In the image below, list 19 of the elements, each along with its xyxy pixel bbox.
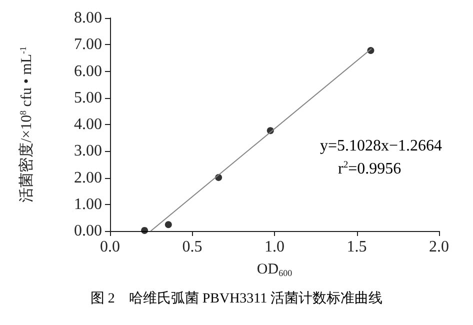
- x-tick-label: 0.5: [182, 238, 202, 256]
- y-tick-label: 8.00: [74, 10, 102, 26]
- x-tick-label: 2.0: [429, 238, 449, 256]
- y-tick-label: 2.00: [74, 169, 102, 186]
- caption: 图 2 哈维氏弧菌 PBVH3311 活菌计数标准曲线: [90, 290, 383, 306]
- y-tick-label: 5.00: [74, 89, 102, 106]
- y-tick-label: 7.00: [74, 36, 102, 54]
- y-axis-title: 活菌密度/×108 cfu • mL-1: [18, 46, 35, 203]
- y-tick-label: 1.00: [74, 196, 102, 213]
- y-tick-label: 6.00: [74, 62, 102, 80]
- point: [164, 221, 172, 228]
- point: [141, 226, 148, 234]
- x-tick-label: 1.5: [346, 238, 367, 256]
- x-tick-label: 1.0: [264, 238, 284, 256]
- annotation: y=5.1028x−1.2664: [320, 138, 442, 154]
- y-tick-label: 4.00: [74, 116, 102, 133]
- y-tick-label: 0.00: [74, 222, 102, 240]
- x-tick-label: 0.0: [100, 238, 120, 256]
- y-tick-label: 3.00: [74, 142, 102, 160]
